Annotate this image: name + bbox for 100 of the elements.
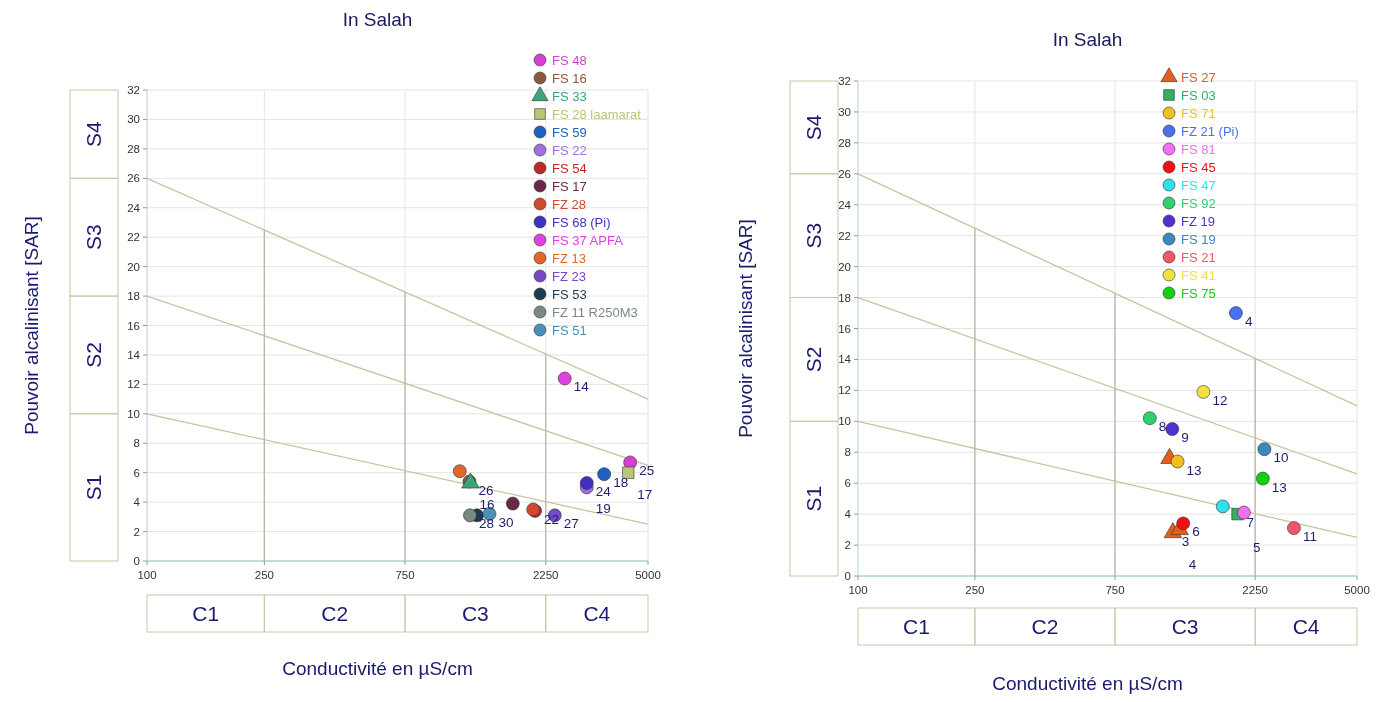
annotation: 27	[563, 516, 579, 532]
text: C1	[192, 601, 220, 625]
y-tick-label: 24	[127, 201, 141, 214]
legend-label: FS 92	[1181, 196, 1216, 211]
legend-label: FZ 23	[552, 269, 586, 284]
annotation: 14	[573, 379, 590, 395]
annotation: 24	[595, 483, 612, 499]
y-tick-label: 16	[838, 322, 851, 335]
legend-label: FS 71	[1181, 106, 1216, 121]
text: C2	[1031, 614, 1059, 638]
x-tick-label: 750	[395, 569, 415, 581]
y-tick-label: 8	[844, 446, 851, 459]
legend-label: FS 41	[1181, 268, 1216, 283]
x-tick-label: 750	[1105, 584, 1125, 596]
y-tick-label: 12	[127, 378, 140, 391]
y-tick-label: 32	[838, 75, 851, 87]
legend-label: FS 53	[552, 287, 587, 302]
x-tick-label: 100	[848, 584, 868, 596]
y-tick-label: 22	[127, 231, 140, 244]
y-tick-label: 6	[844, 477, 851, 490]
y-tick-label: 22	[838, 229, 851, 242]
y-tick-label: 6	[133, 466, 140, 479]
text: S2	[82, 342, 106, 368]
annotation: 7	[1246, 515, 1255, 531]
legend-label: FS 27	[1181, 70, 1216, 85]
y-tick-label: 18	[127, 290, 140, 303]
x-axis-title: Conductivité en µS/cm	[282, 658, 473, 679]
legend-label: FS 75	[1181, 286, 1216, 301]
x-tick-label: 2250	[532, 569, 559, 581]
x-tick-label: 5000	[635, 569, 661, 581]
text: S1	[82, 474, 106, 501]
y-tick-label: 18	[838, 291, 851, 304]
legend-label: FS 51	[552, 323, 587, 338]
y-tick-label: 8	[133, 437, 140, 450]
y-axis-title: Pouvoir alcalinisant [SAR]	[735, 219, 756, 438]
annotation: 4	[1244, 314, 1253, 330]
annotation: 12	[1212, 392, 1228, 408]
annotation: 13	[1271, 479, 1287, 495]
annotation: 6	[1192, 524, 1200, 540]
legend-label: FZ 11 R250M3	[552, 305, 638, 320]
annotation: 3	[1181, 533, 1190, 549]
y-tick-label: 24	[838, 198, 852, 211]
legend-label: FS 45	[1181, 160, 1216, 175]
y-tick-label: 16	[127, 319, 140, 332]
y-tick-label: 20	[838, 260, 851, 273]
y-tick-label: 12	[838, 384, 851, 397]
legend-label: FS 17	[552, 179, 587, 194]
text: C4	[1292, 614, 1320, 638]
legend-label: FS 22	[552, 143, 587, 158]
annotation: 30	[498, 514, 514, 530]
legend-label: FZ 19	[1181, 214, 1215, 229]
legend-label: FS 59	[552, 125, 587, 140]
annotation: 18	[613, 475, 629, 491]
chart-title: In Salah	[342, 9, 413, 30]
y-tick-label: 2	[133, 525, 140, 538]
legend-label: FS 21	[1181, 250, 1216, 265]
y-tick-label: 0	[844, 570, 851, 582]
legend-label: FS 03	[1181, 88, 1216, 103]
x-tick-label: 5000	[1344, 584, 1370, 596]
text: S4	[802, 114, 826, 141]
text: C3	[1171, 614, 1199, 638]
annotation: 16	[479, 496, 495, 512]
y-tick-label: 30	[838, 105, 851, 118]
annotation: 10	[1273, 450, 1289, 466]
y-tick-label: 30	[127, 113, 140, 126]
y-tick-label: 14	[127, 348, 141, 361]
text: C2	[321, 601, 349, 625]
annotation: 5	[1252, 539, 1261, 555]
annotation: 26	[478, 482, 494, 498]
legend-label: FS 68 (Pi)	[552, 215, 611, 230]
legend-label: FZ 28	[552, 197, 586, 212]
text: S2	[802, 346, 826, 373]
text: C4	[583, 601, 611, 625]
legend-label: FS 33	[552, 89, 587, 104]
x-axis-title: Conductivité en µS/cm	[992, 673, 1183, 694]
annotation: 11	[1302, 529, 1317, 545]
text: C3	[461, 601, 489, 625]
annotation: 25	[639, 463, 655, 479]
text: S1	[802, 485, 826, 512]
text: S4	[82, 120, 106, 147]
x-tick-label: 250	[965, 584, 985, 596]
y-tick-label: 4	[844, 508, 852, 521]
text: C1	[903, 614, 930, 638]
y-tick-label: 20	[127, 260, 140, 273]
legend-label: FS 81	[1181, 142, 1216, 157]
legend-label: FS 48	[552, 53, 587, 68]
legend-label: FS 54	[552, 161, 587, 176]
y-tick-label: 2	[844, 539, 851, 552]
annotation: 28	[478, 516, 494, 532]
legend-label: FS 37 APFA	[552, 233, 624, 248]
y-tick-label: 14	[838, 353, 852, 366]
text: S3	[82, 224, 106, 251]
legend-label: FS 19	[1181, 232, 1216, 247]
y-tick-label: 32	[127, 84, 140, 96]
y-tick-label: 26	[838, 167, 851, 180]
y-tick-label: 26	[127, 172, 140, 185]
annotation: 4	[1188, 556, 1197, 572]
annotation: 8	[1158, 419, 1167, 435]
y-tick-label: 10	[127, 407, 140, 420]
annotation: 9	[1181, 430, 1189, 446]
